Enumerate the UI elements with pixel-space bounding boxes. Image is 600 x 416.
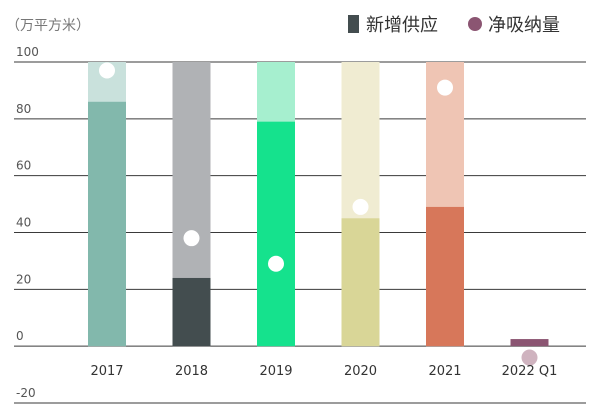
point-absorption	[521, 349, 538, 366]
legend-label-absorption: 净吸纳量	[488, 15, 560, 36]
point-absorption	[437, 79, 453, 96]
point-absorption	[99, 62, 115, 79]
bar-supply	[88, 101, 126, 347]
x-tick-label: 2018	[175, 364, 208, 379]
unit-label: （万平方米）	[6, 18, 90, 34]
x-tick-label: 2021	[428, 364, 461, 379]
bar-supply	[172, 277, 211, 347]
y-tick-label: -20	[16, 386, 36, 400]
x-tick-label: 2020	[344, 364, 377, 379]
y-tick-labels: 100 80 60 40 20 0 -20	[16, 45, 39, 400]
bar-supply	[510, 339, 549, 347]
legend-label-supply: 新增供应	[366, 15, 438, 36]
y-tick-label: 60	[16, 159, 31, 173]
point-absorption	[183, 230, 200, 247]
point-absorption	[268, 255, 284, 272]
x-tick-label: 2022 Q1	[502, 364, 558, 379]
x-tick-label: 2019	[259, 364, 292, 379]
bar-supply	[257, 121, 295, 347]
points-absorption	[99, 62, 538, 366]
x-tick-label: 2017	[90, 364, 123, 379]
x-tick-labels: 2017 2018 2019 2020 2021 2022 Q1	[90, 364, 557, 379]
y-tick-label: 100	[16, 45, 39, 59]
legend: 新增供应 净吸纳量	[348, 15, 560, 36]
bars-supply	[88, 101, 549, 347]
bar-supply	[341, 218, 380, 347]
y-tick-label: 40	[16, 216, 31, 230]
legend-swatch-supply	[348, 15, 359, 33]
y-tick-label: 80	[16, 102, 31, 116]
y-tick-label: 0	[16, 329, 24, 343]
y-tick-label: 20	[16, 272, 31, 286]
bar-supply	[426, 206, 464, 347]
legend-swatch-absorption	[468, 17, 482, 31]
point-absorption	[352, 198, 369, 215]
